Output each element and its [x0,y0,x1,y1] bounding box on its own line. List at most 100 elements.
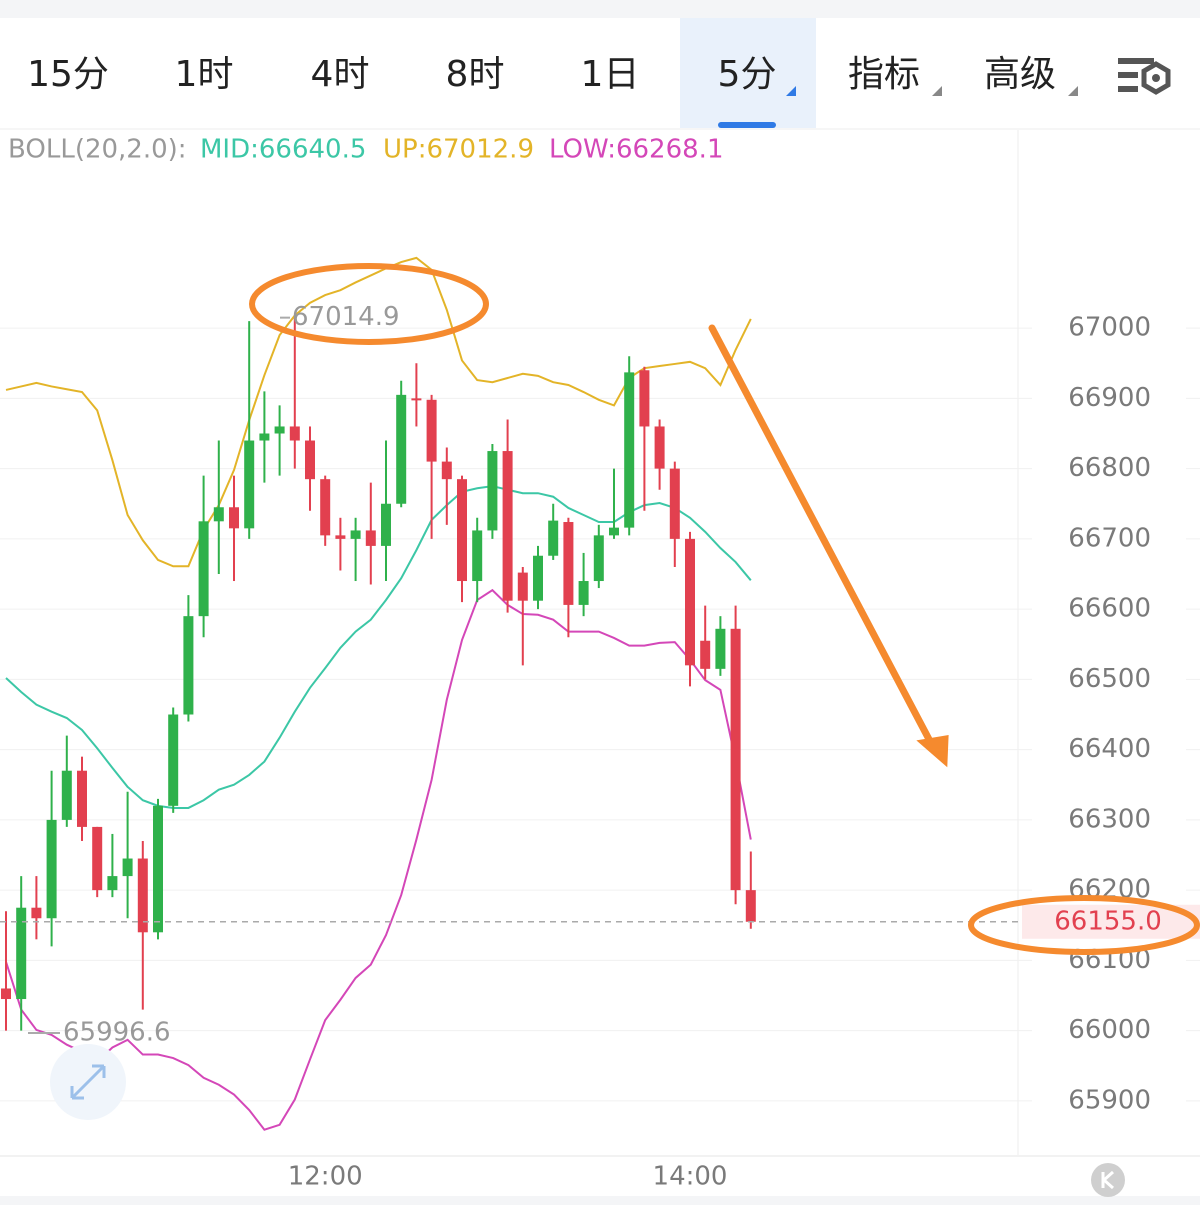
candle-body [487,451,498,531]
candle-body [517,572,528,601]
tab-caret [786,86,796,96]
tab[interactable]: 高级 [984,54,1056,95]
candle-body [122,858,133,877]
annotation-ellipse [968,895,1200,955]
candle-body [350,530,361,539]
candle-body [289,426,300,441]
candle-body [153,805,163,933]
candle-body [715,628,726,669]
y-tick-label: 66400 [1068,734,1151,764]
icon-gear [1141,61,1171,95]
tab[interactable]: 指标 [848,54,920,95]
candle-body [46,819,57,919]
candle-body [411,398,422,401]
candle-body [669,468,680,539]
max-label: 67014.9 [292,302,400,332]
x-tick-label: 12:00 [288,1162,363,1192]
candle-body [259,433,270,441]
y-tick-label: 66500 [1068,664,1151,694]
tab-caret [932,86,942,96]
tab[interactable]: 4时 [311,54,370,95]
legend-entry: LOW:66268.1 [549,135,723,165]
tab[interactable]: 15分 [27,54,109,95]
candle-body [335,535,346,539]
candle-body [77,770,87,827]
y-tick-label: 66000 [1068,1015,1151,1045]
candle-body [548,520,559,556]
candle-body [654,426,665,469]
min-label: 65996.6 [63,1018,171,1048]
candle-body [365,530,376,546]
settings-icon[interactable] [1118,58,1171,95]
candle-body [745,890,756,922]
tab[interactable]: 8时 [446,54,505,95]
candle-body [593,535,604,582]
y-tick-label: 66700 [1068,523,1151,553]
candle-body [1,988,11,1000]
candle-body [61,770,72,820]
y-tick-label: 65900 [1068,1085,1151,1115]
x-tick-label: 14:00 [653,1162,728,1192]
icon-gear-center [1152,74,1160,82]
tab-underline [718,122,776,128]
y-tick-label: 66900 [1068,383,1151,413]
annotation-arrowhead [916,735,949,768]
annotation-ellipse [249,263,489,345]
candle-body [381,503,391,546]
candle-body [107,876,118,891]
candle-body [320,479,331,536]
candle-body [563,522,574,605]
bottom-strip [0,1196,1200,1205]
candle-body [198,521,209,617]
tab[interactable]: 1时 [175,54,234,95]
candle-body [183,616,194,715]
annotation-arrow [708,324,936,749]
tab-caret [1068,86,1078,96]
y-tick-label: 66300 [1068,804,1151,834]
indicator-label: BOLL(20,2.0): [8,135,187,165]
tab[interactable]: 1日 [581,54,640,95]
k-icon [1101,1170,1114,1190]
candle-body [578,581,589,605]
legend-entry: UP:67012.9 [383,135,534,165]
candle-body [441,461,452,480]
candle-body [472,530,483,582]
candle-body [639,370,650,427]
candle-body [16,907,27,1000]
last-price-label: 66155.0 [1054,906,1162,936]
candle-body [244,440,255,529]
candle-body [457,479,467,582]
icon-bar [1118,86,1138,92]
candle-body [168,714,179,806]
candle-body [426,399,437,462]
k-button[interactable] [1091,1163,1125,1197]
expand-icon [70,1064,106,1100]
y-tick-label: 66600 [1068,594,1151,624]
candle-body [533,555,543,601]
candle-body [609,527,619,536]
tab-selected-bg [680,18,816,128]
y-tick-label: 66800 [1068,453,1151,483]
legend-entry: MID:66640.5 [200,135,366,165]
tab[interactable]: 5分 [718,54,777,95]
candle-body [137,858,148,933]
top-strip [0,0,1200,18]
candle-body [730,628,741,891]
boll-line [5,588,752,1131]
icon-bar [1118,58,1154,64]
candle-body [31,907,42,919]
icon-bar [1118,72,1138,78]
candle-body [700,640,711,669]
candle-body [624,372,635,528]
candle-body [213,507,224,522]
candle-body [305,440,315,480]
boll-line [5,485,752,809]
candle-body [229,507,239,529]
candle-body [685,538,695,666]
y-tick-label: 67000 [1068,313,1151,343]
candle-body [92,826,103,891]
candle-body [396,394,407,504]
candle-body [274,426,285,434]
